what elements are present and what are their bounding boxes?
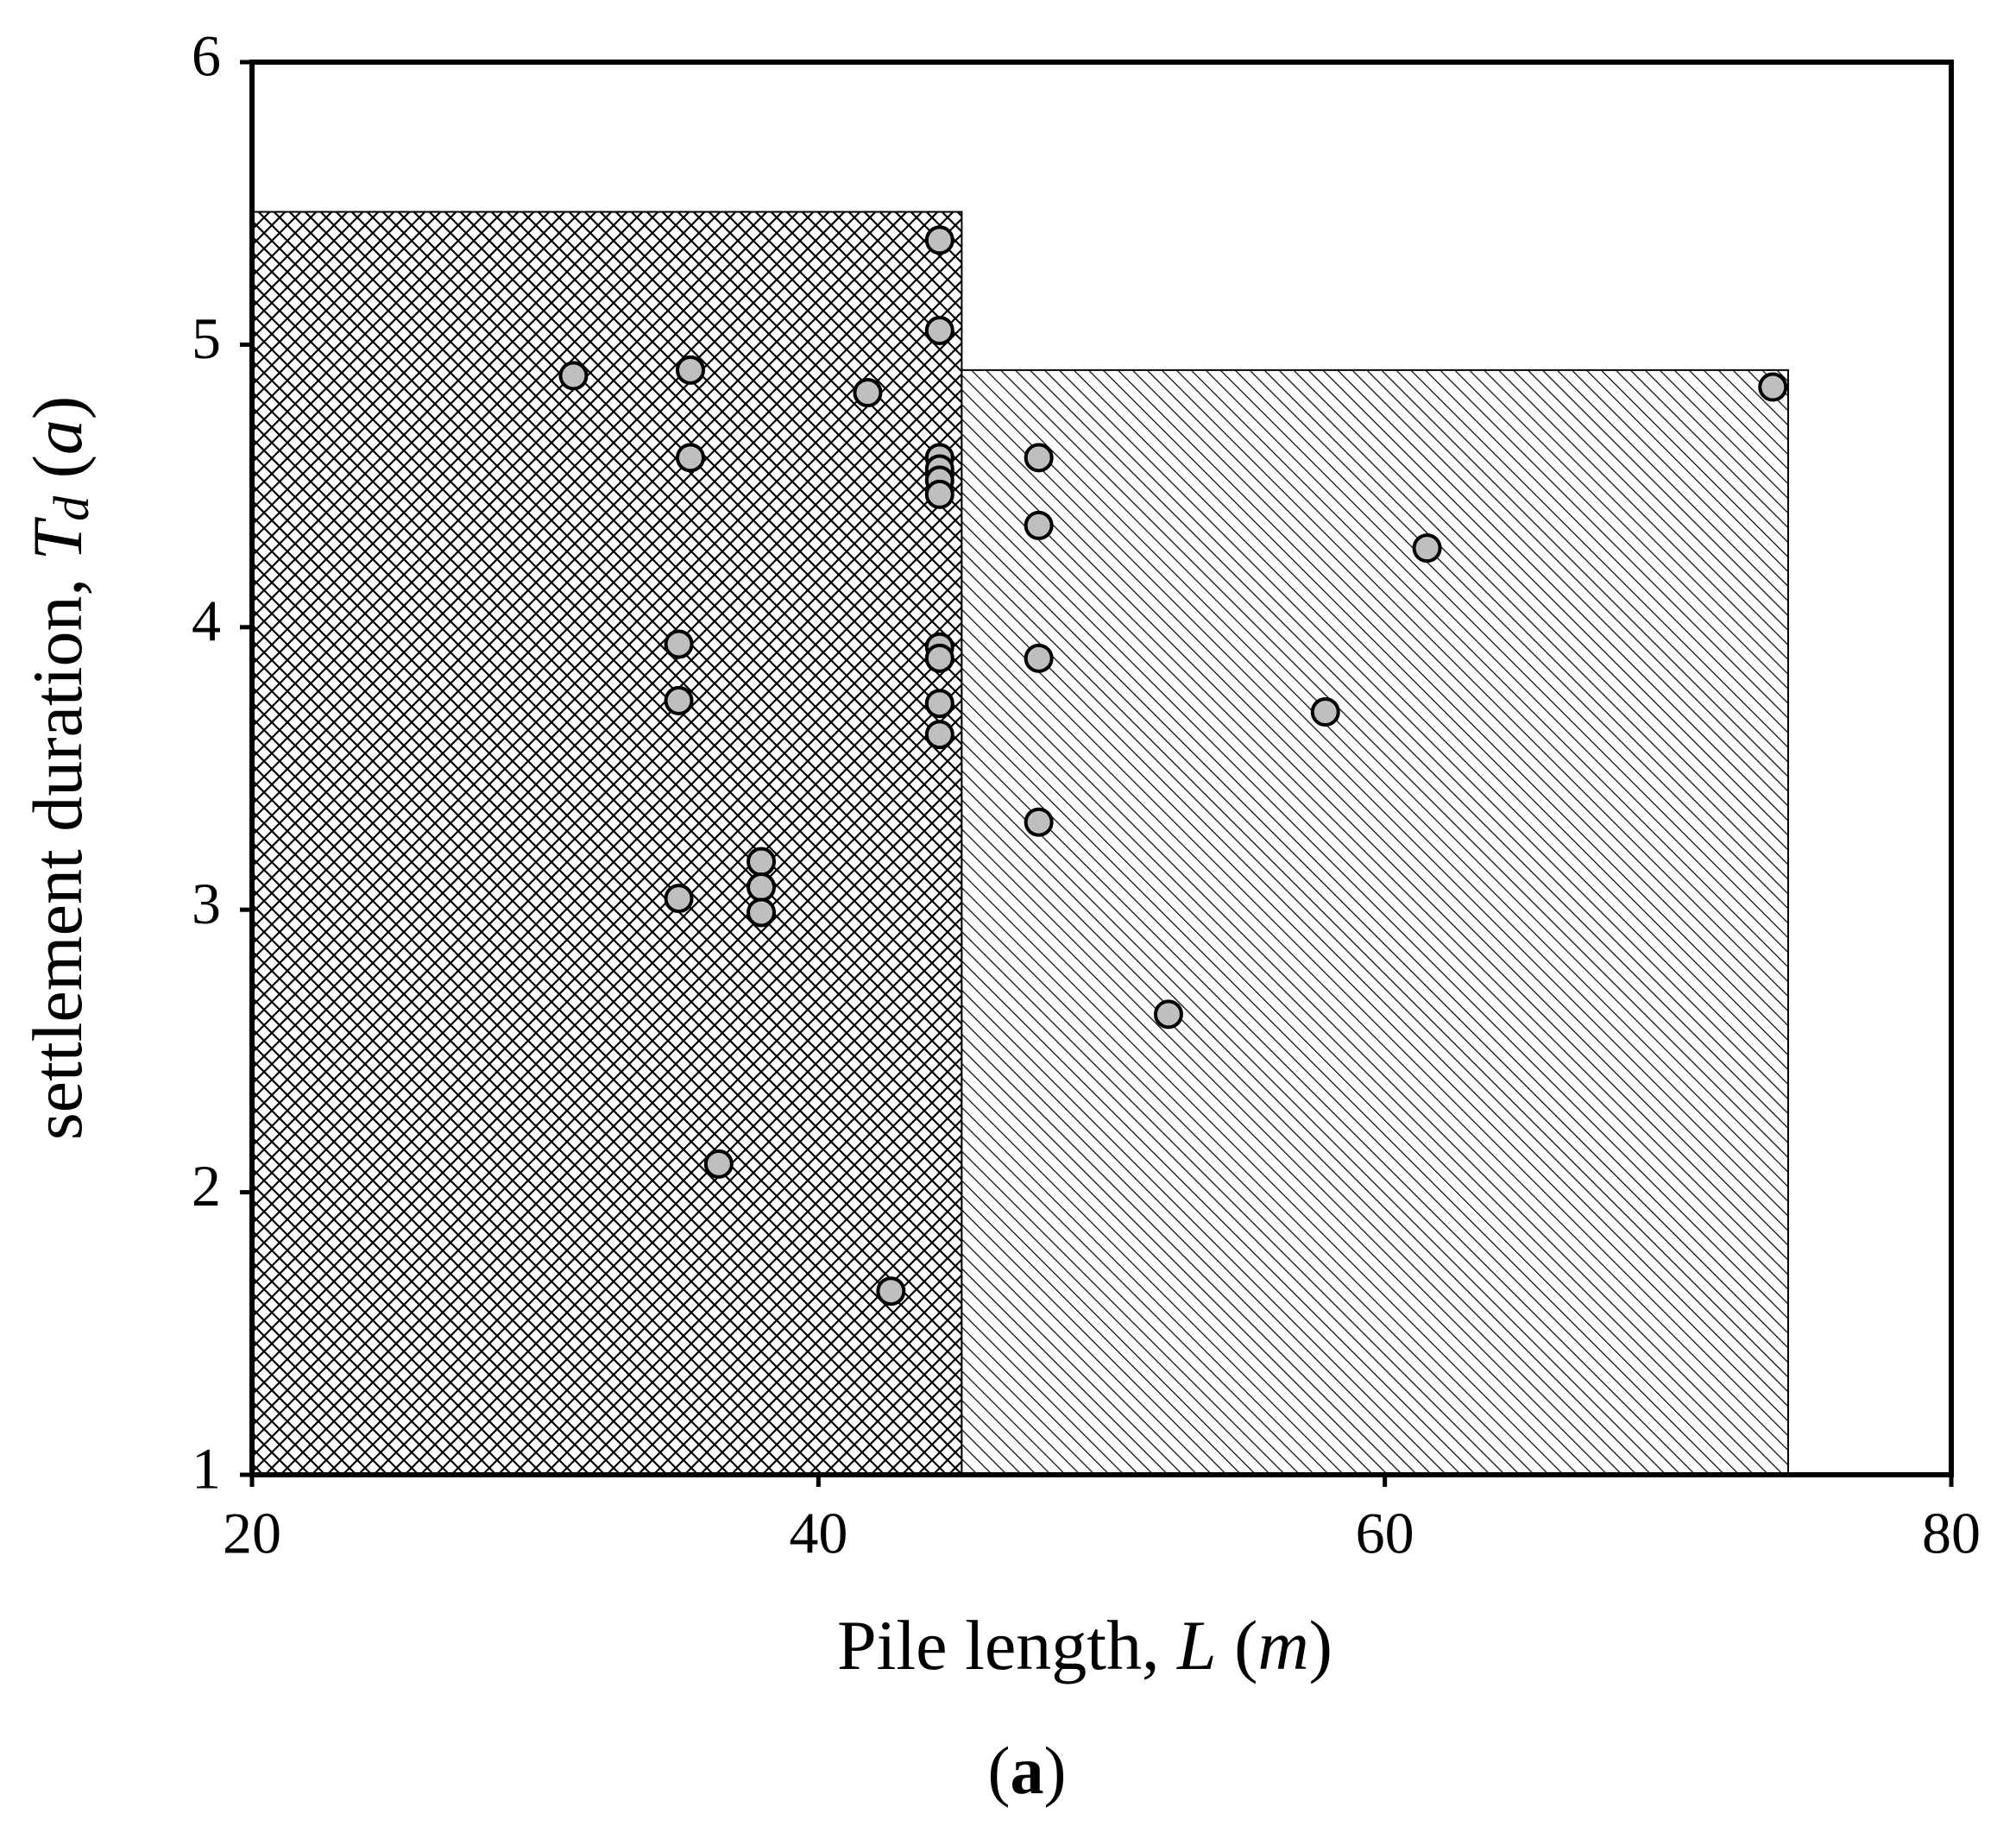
data-point [1310, 697, 1340, 727]
data-point [664, 884, 694, 914]
data-point [747, 847, 777, 877]
data-point [1412, 533, 1442, 564]
x-tick-label: 80 [1922, 1501, 1981, 1566]
data-point [1153, 999, 1183, 1030]
data-point [1758, 372, 1788, 402]
data-point [924, 316, 954, 346]
data-point [747, 872, 777, 903]
data-point [924, 689, 954, 719]
data-point [747, 897, 777, 928]
data-point [876, 1276, 906, 1307]
region [251, 211, 963, 1477]
data-point [676, 355, 706, 385]
data-point [664, 685, 694, 715]
x-axis-label-part: L [1176, 1606, 1217, 1684]
data-point [703, 1149, 734, 1179]
y-tick-label: 4 [192, 588, 221, 653]
data-point [558, 361, 589, 391]
data-point [1024, 443, 1054, 473]
x-tick-label: 60 [1356, 1501, 1414, 1566]
x-axis-label-part: ( [1217, 1606, 1258, 1684]
data-point [924, 225, 954, 255]
x-tick-label: 40 [789, 1501, 847, 1566]
y-axis-label-part: T [18, 516, 97, 560]
plot-frame [249, 60, 1954, 1477]
x-axis-label-part: Pile length, [837, 1606, 1177, 1684]
x-axis-label: Pile length, L (m) [837, 1606, 1332, 1684]
data-point [924, 479, 954, 509]
x-axis-label-part: m [1257, 1606, 1308, 1684]
y-axis-label-part: d [43, 495, 99, 521]
y-axis-label-part: ) [18, 396, 97, 419]
caption-part: ( [988, 1733, 1011, 1808]
region [961, 368, 1789, 1477]
data-point [924, 643, 954, 673]
y-axis-label-part: settlement duration, [18, 560, 97, 1140]
caption: (a) [988, 1733, 1067, 1808]
x-axis-label-part: ) [1309, 1606, 1332, 1684]
data-point [924, 720, 954, 750]
y-tick-label: 1 [192, 1436, 221, 1502]
data-point [1024, 643, 1054, 673]
y-tick-label: 5 [192, 305, 221, 371]
y-tick-label: 2 [192, 1153, 221, 1218]
y-axis-label-part: ( [18, 455, 97, 496]
data-point [853, 378, 883, 408]
x-tick-label: 20 [223, 1501, 281, 1566]
y-axis-label-part: a [18, 419, 97, 455]
caption-part: a [1011, 1733, 1044, 1808]
data-point [676, 443, 706, 473]
caption-part: ) [1044, 1733, 1067, 1808]
y-tick-label: 6 [192, 23, 221, 89]
data-point [664, 629, 694, 659]
y-tick-label: 3 [192, 871, 221, 936]
data-point [1024, 807, 1054, 837]
data-point [1024, 510, 1054, 540]
y-axis-label: settlement duration, Td (a) [18, 396, 100, 1141]
